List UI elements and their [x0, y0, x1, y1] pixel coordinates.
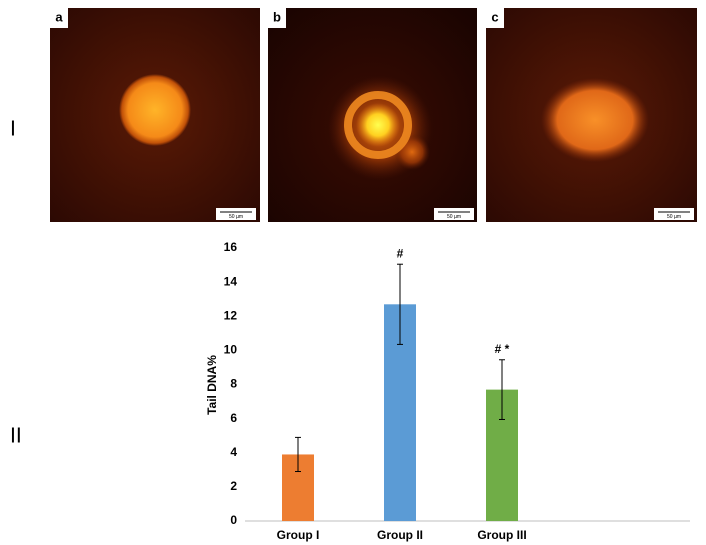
panel-label: II: [10, 424, 22, 448]
image-label: a: [55, 9, 63, 24]
scale-bar: 50 µm: [667, 214, 681, 220]
y-tick-label: 8: [230, 377, 237, 391]
y-tick-label: 10: [224, 343, 238, 357]
y-axis-label: Tail DNA%: [205, 355, 219, 415]
x-tick-label: Group II: [377, 528, 423, 542]
scale-bar: 50 µm: [447, 214, 461, 220]
significance-label: # *: [495, 342, 510, 356]
y-tick-label: 16: [224, 240, 238, 254]
image-a: a 50 µm: [50, 8, 260, 222]
y-tick-label: 12: [224, 308, 238, 322]
y-tick-label: 14: [224, 274, 238, 288]
y-tick-label: 0: [230, 513, 237, 527]
y-tick-label: 2: [230, 479, 237, 493]
image-label: b: [273, 9, 281, 24]
image-c: c 50 µm: [486, 8, 697, 222]
x-tick-label: Group I: [277, 528, 320, 542]
scale-bar: 50 µm: [229, 214, 243, 220]
x-tick-label: Group III: [477, 528, 526, 542]
y-tick-label: 4: [230, 445, 237, 459]
image-b: b 50 µm: [268, 8, 477, 222]
image-label: c: [491, 9, 498, 24]
y-tick-label: 6: [230, 411, 237, 425]
significance-label: #: [397, 246, 404, 260]
panel-label: I: [10, 117, 16, 141]
